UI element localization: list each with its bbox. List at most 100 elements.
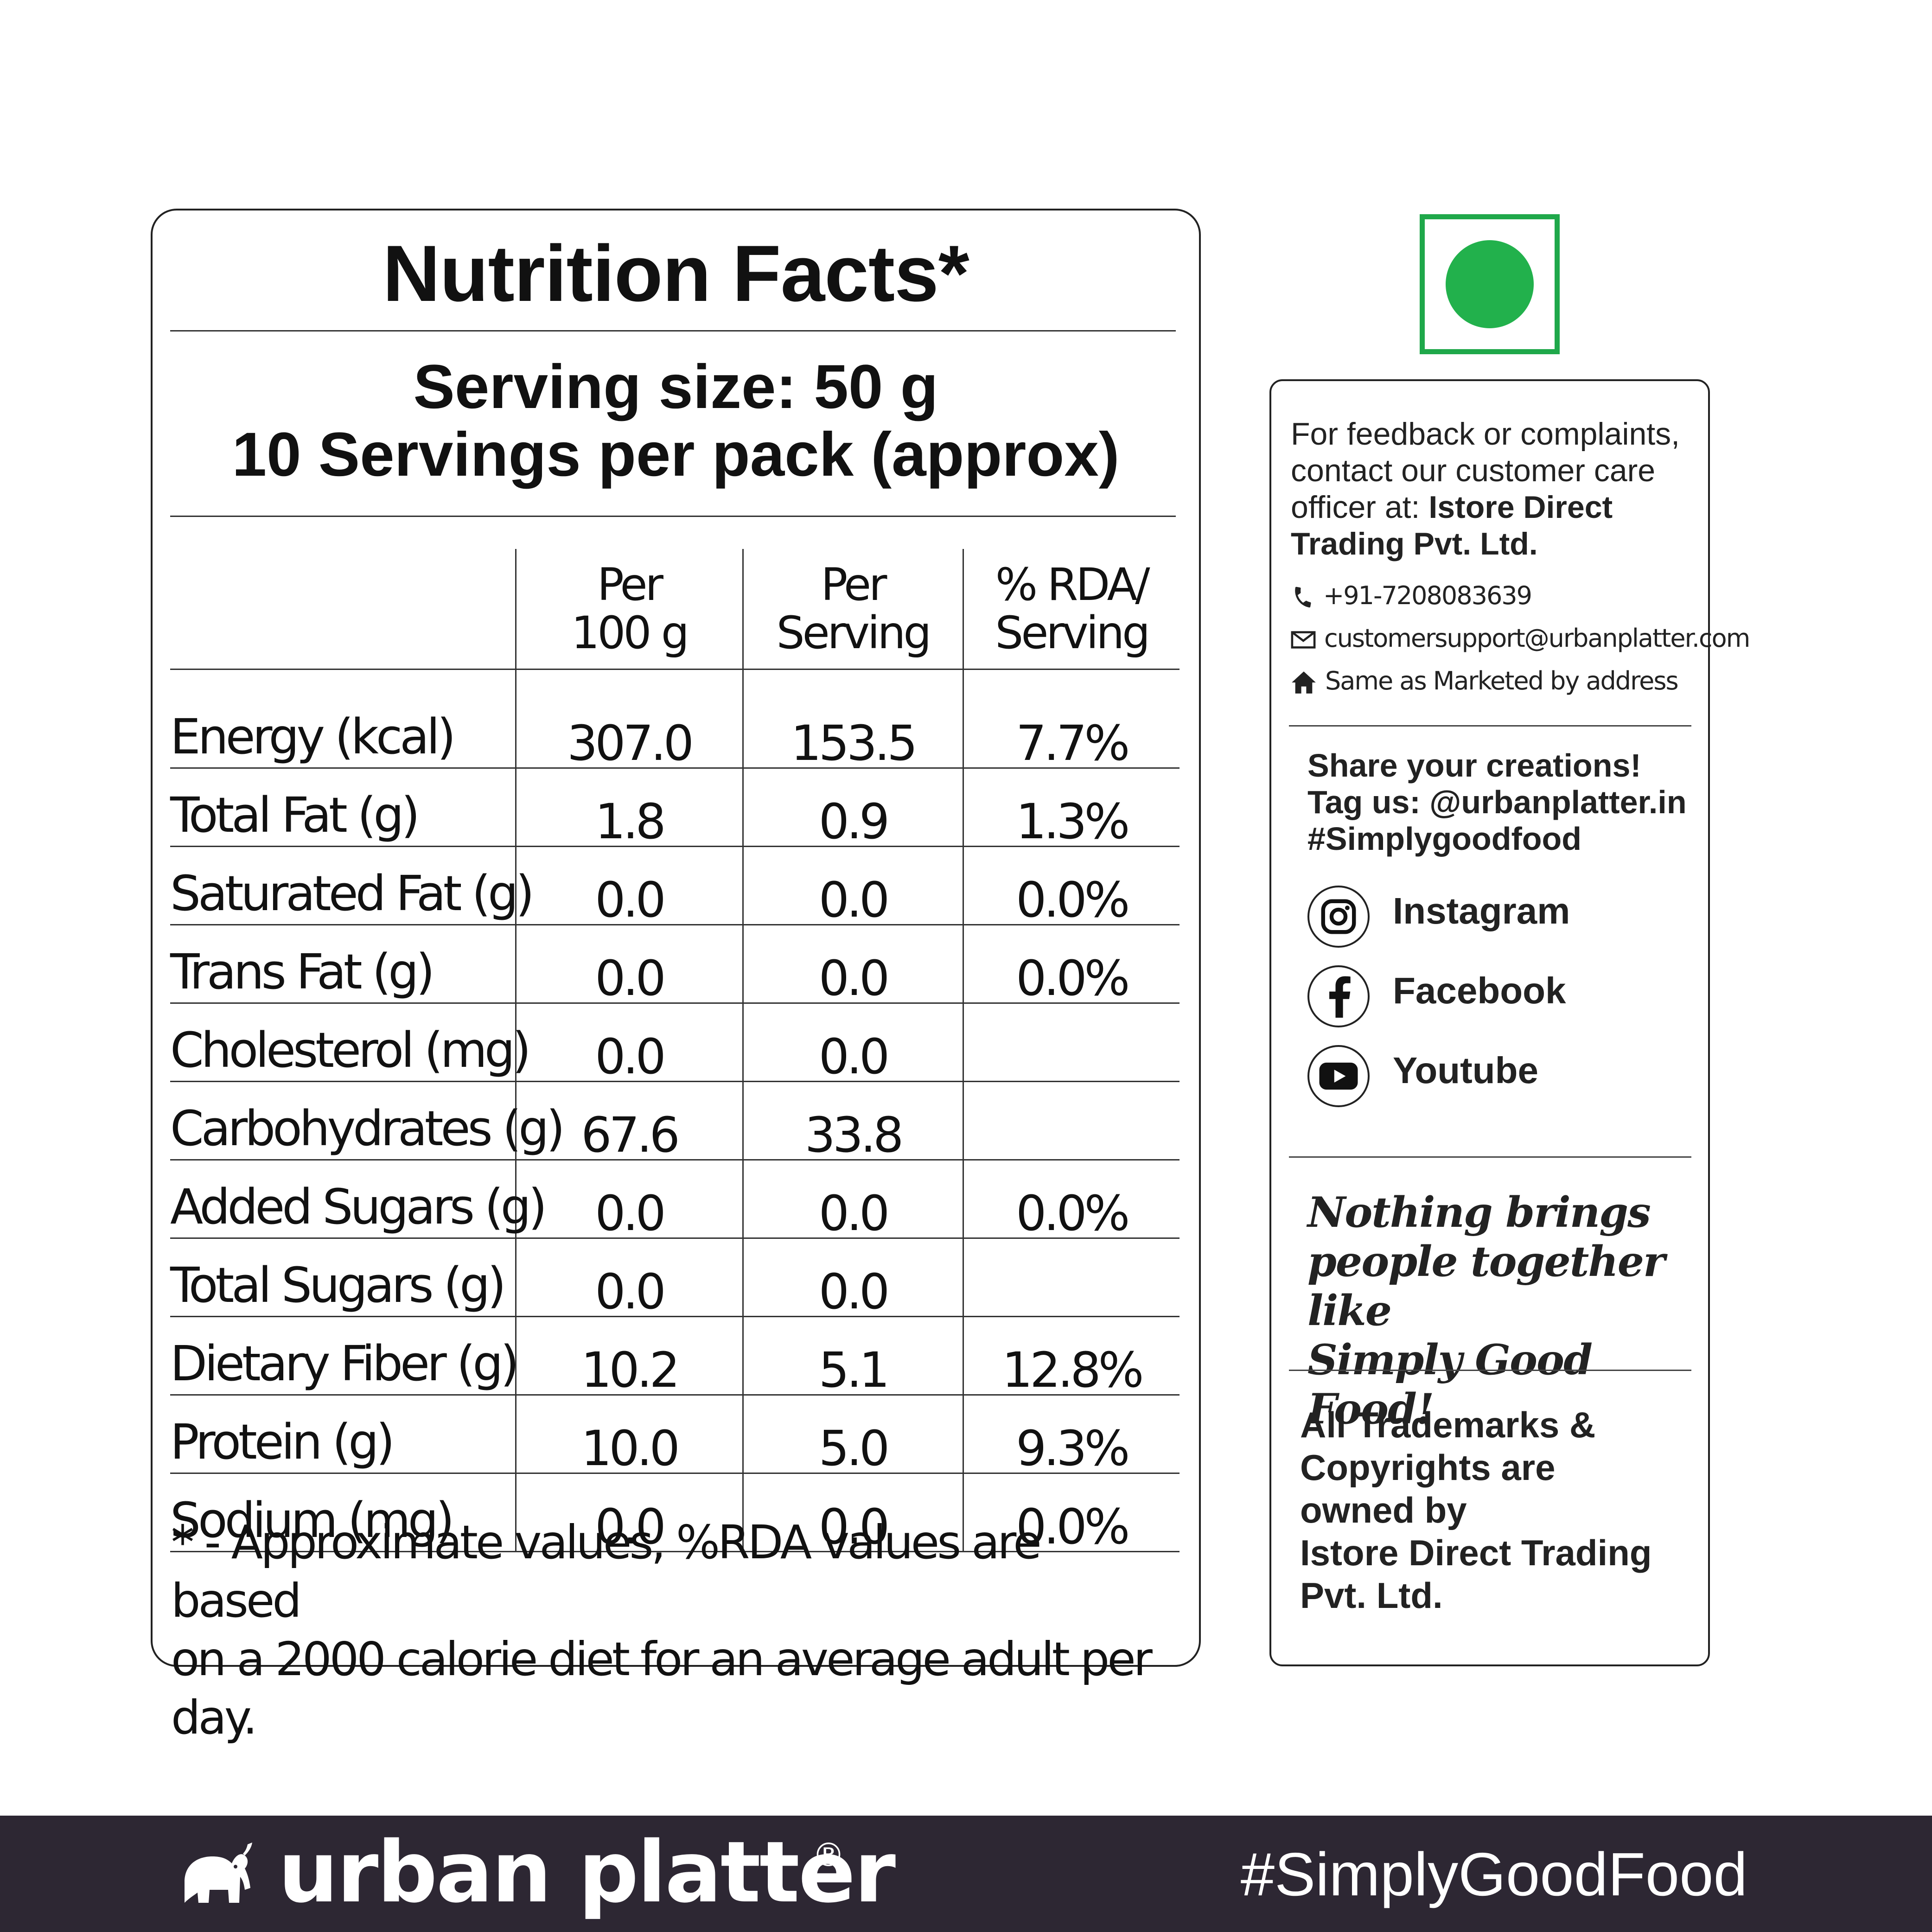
youtube-icon	[1319, 1062, 1358, 1090]
value-per-100g: 0.0	[515, 925, 743, 1004]
nutrition-table-body: Energy (kcal) 307.0 153.5 7.7% Total Fat (g)…	[170, 669, 1180, 1552]
divider	[170, 516, 1176, 517]
nutrient-name: Carbohydrates (g)	[170, 1081, 565, 1160]
divider	[170, 330, 1176, 332]
nutrient-row: Cholesterol (mg) 0.0 0.0	[170, 1003, 1180, 1082]
trademark-line: All Trademarks &	[1300, 1404, 1596, 1445]
value-per-serving: 0.0	[742, 1003, 963, 1082]
header-per-serving: Per Serving	[742, 549, 963, 670]
value-per-100g: 1.8	[515, 768, 743, 847]
value-rda: 9.3%	[962, 1395, 1180, 1474]
feedback-intro: For feedback or complaints, contact our …	[1291, 416, 1680, 525]
tagline-line: people together like	[1307, 1237, 1665, 1335]
nutrient-name: Cholesterol (mg)	[170, 1003, 531, 1082]
nutrient-row: Protein (g) 10.0 5.0 9.3%	[170, 1395, 1180, 1474]
footnote-line: on a 2000 calorie diet for an average ad…	[171, 1632, 1153, 1745]
nutrient-row: Total Sugars (g) 0.0 0.0	[170, 1238, 1180, 1317]
phone-icon	[1295, 587, 1311, 608]
value-rda	[962, 1003, 1180, 1082]
nutrient-name: Protein (g)	[170, 1395, 516, 1474]
value-per-100g: 0.0	[515, 1160, 743, 1239]
servings-per-pack: 10 Servings per pack (approx)	[232, 420, 1120, 489]
facebook-icon	[1329, 976, 1351, 1018]
nutrient-row: Dietary Fiber (g) 10.2 5.1 12.8%	[170, 1316, 1180, 1396]
header-line: Serving	[776, 607, 932, 659]
table-header-row: Per 100 g Per Serving % RDA/ Serving	[170, 549, 1180, 670]
value-rda: 0.0%	[962, 1473, 1180, 1552]
social-facebook[interactable]: Facebook	[1307, 965, 1688, 1030]
feedback-company: Istore Direct Trading Pvt. Ltd.	[1291, 490, 1613, 561]
social-instagram[interactable]: Instagram	[1307, 886, 1688, 950]
value-rda: 12.8%	[962, 1316, 1180, 1396]
feedback-text: For feedback or complaints, contact our …	[1291, 416, 1699, 562]
tagline-line: Nothing brings	[1307, 1188, 1651, 1237]
value-per-serving: 33.8	[742, 1081, 963, 1160]
registered-mark: ®	[812, 1836, 845, 1874]
email-row: customersupport@urbanplatter.com	[1291, 624, 1750, 653]
header-line: % RDA/	[995, 559, 1150, 611]
header-nutrient	[170, 549, 516, 670]
social-label: Facebook	[1393, 970, 1566, 1011]
value-per-serving: 0.0	[742, 925, 963, 1004]
footer-band: urban platter ® #SimplyGoodFood	[0, 1816, 1932, 1932]
footer-hashtag: #SimplyGoodFood	[1240, 1840, 1747, 1908]
social-label: Instagram	[1393, 890, 1570, 931]
share-handle[interactable]: Tag us: @urbanplatter.in	[1307, 784, 1687, 820]
serving-size: Serving size: 50 g	[413, 352, 938, 421]
nutrition-facts-panel: Nutrition Facts* Serving size: 50 g 10 S…	[151, 209, 1201, 1745]
divider	[1289, 1156, 1691, 1158]
nutrition-title: Nutrition Facts*	[383, 229, 969, 318]
social-label: Youtube	[1393, 1050, 1539, 1091]
trademark-line: Copyrights are	[1300, 1447, 1556, 1488]
nutrient-row: Sodium (mg) 0.0 0.0 0.0%	[170, 1473, 1180, 1552]
value-per-100g: 10.2	[515, 1316, 743, 1396]
divider	[1289, 725, 1691, 727]
divider	[1289, 1370, 1691, 1371]
value-per-serving: 0.9	[742, 768, 963, 847]
value-per-serving: 153.5	[742, 669, 963, 769]
tagline: Nothing brings people together like Simp…	[1307, 1188, 1697, 1434]
phone-number[interactable]: +91-7208083639	[1323, 581, 1532, 610]
nutrition-footnote: * - Approximate values, %RDA values are …	[171, 1513, 1168, 1747]
icon-circle	[1307, 965, 1370, 1027]
envelope-icon	[1291, 631, 1316, 649]
header-line: Per	[821, 559, 887, 611]
share-line: Share your creations!	[1307, 747, 1641, 784]
share-hashtag: #Simplygoodfood	[1307, 821, 1582, 857]
value-per-100g: 0.0	[515, 1003, 743, 1082]
value-per-100g: 0.0	[515, 846, 743, 925]
veg-mark	[1420, 214, 1560, 354]
value-per-100g: 307.0	[515, 669, 743, 769]
nutrient-name: Added Sugars (g)	[170, 1160, 547, 1239]
instagram-icon	[1321, 899, 1356, 934]
value-rda: 7.7%	[962, 669, 1180, 769]
value-per-serving: 0.0	[742, 846, 963, 925]
trademark-line: owned by	[1300, 1490, 1467, 1530]
nutrient-name: Total Sugars (g)	[170, 1238, 516, 1317]
info-panel: For feedback or complaints, contact our …	[1269, 379, 1750, 1666]
social-youtube[interactable]: Youtube	[1307, 1045, 1688, 1110]
trademark-line: Pvt. Ltd.	[1300, 1575, 1443, 1616]
nutrient-name: Energy (kcal)	[170, 669, 516, 769]
value-rda	[962, 1238, 1180, 1317]
header-per-100g: Per 100 g	[515, 549, 743, 670]
nutrient-name: Trans Fat (g)	[170, 925, 516, 1004]
value-per-serving: 0.0	[742, 1238, 963, 1317]
email-address[interactable]: customersupport@urbanplatter.com	[1324, 624, 1750, 653]
nutrient-name: Dietary Fiber (g)	[170, 1316, 519, 1396]
nutrient-name: Total Fat (g)	[170, 768, 516, 847]
value-per-100g: 67.6	[515, 1081, 743, 1160]
value-per-100g: 0.0	[515, 1238, 743, 1317]
value-per-100g: 0.0	[515, 1473, 743, 1552]
trademark-line: Istore Direct Trading	[1300, 1532, 1652, 1573]
address-text: Same as Marketed by address	[1325, 666, 1679, 695]
home-icon	[1292, 671, 1316, 694]
nutrient-row: Energy (kcal) 307.0 153.5 7.7%	[170, 669, 1180, 769]
share-block: Share your creations! Tag us: @urbanplat…	[1307, 747, 1697, 857]
value-per-serving: 0.0	[742, 1160, 963, 1239]
value-per-serving: 5.1	[742, 1316, 963, 1396]
header-line: 100 g	[571, 607, 689, 659]
icon-circle	[1307, 1045, 1370, 1107]
nutrient-name: Sodium (mg)	[170, 1473, 516, 1552]
value-rda: 0.0%	[962, 925, 1180, 1004]
